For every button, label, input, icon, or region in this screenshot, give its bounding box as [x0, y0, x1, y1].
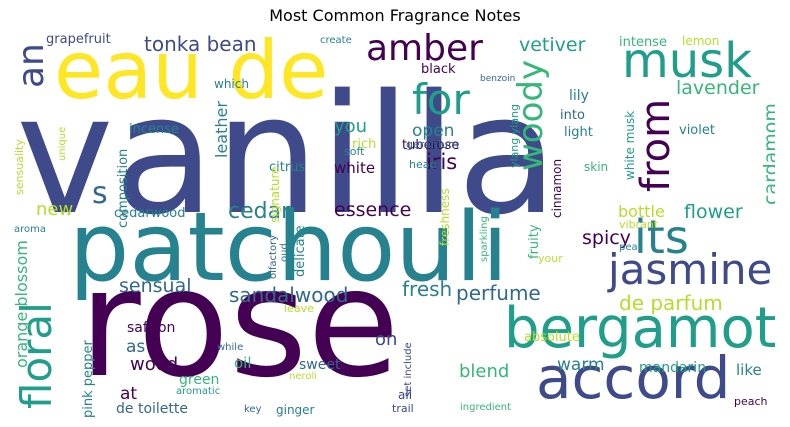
cloud-word: signature — [268, 166, 282, 223]
cloud-word: sensuality — [14, 139, 26, 196]
cloud-word: rich — [352, 137, 377, 152]
cloud-word: flower — [684, 201, 743, 223]
cloud-word: set include — [403, 342, 414, 398]
cloud-word: ylang ylang — [508, 103, 521, 169]
cloud-word: peach — [734, 395, 768, 408]
cloud-word: amber — [366, 31, 483, 69]
cloud-word: s — [92, 176, 108, 211]
cloud-word: head — [409, 158, 437, 171]
cloud-word: its — [634, 210, 689, 264]
cloud-word: fresh — [402, 277, 453, 301]
cloud-word: sweet — [299, 357, 341, 373]
cloud-word: patchouli — [69, 193, 509, 303]
cloud-word: citrus — [269, 160, 306, 175]
cloud-word: green — [179, 372, 220, 388]
cloud-word: new — [36, 199, 74, 220]
cloud-word: all — [398, 388, 413, 402]
cloud-word: sensual — [119, 275, 192, 297]
cloud-word: like — [736, 361, 762, 379]
cloud-word: tonka bean — [144, 32, 257, 56]
cloud-word: delicate — [293, 225, 308, 278]
cloud-word: jasmine — [608, 245, 773, 294]
cloud-word: cinnamon — [550, 158, 564, 218]
cloud-word: mandarin — [639, 360, 707, 376]
cloud-word: pear — [619, 242, 642, 253]
cloud-word: aroma — [14, 224, 47, 235]
cloud-word: blend — [459, 361, 510, 382]
cloud-word: create — [320, 35, 352, 46]
cloud-word: vanilla — [16, 59, 558, 251]
cloud-word: warm — [557, 355, 605, 375]
cloud-word: light — [564, 125, 593, 140]
cloud-word: cedarwood — [114, 206, 186, 221]
cloud-word: on — [375, 329, 398, 350]
cloud-word: lavender — [676, 77, 760, 99]
cloud-word: from — [633, 99, 679, 193]
cloud-word: leave — [284, 302, 314, 315]
cloud-word: lemon — [682, 34, 720, 48]
cloud-word: saffron — [127, 320, 176, 336]
cloud-word: grapefruit — [46, 32, 111, 47]
cloud-word: an — [14, 42, 52, 88]
cloud-word: neroli — [289, 371, 318, 382]
cloud-word: bergamot — [504, 296, 775, 361]
cloud-word: bottle — [618, 202, 665, 221]
cloud-word: leather — [212, 101, 231, 159]
cloud-word: de toilette — [116, 401, 188, 417]
word-cloud: vanilla rose patchouli eau de accord bergamot… — [14, 31, 775, 418]
cloud-word: olfactory — [268, 234, 279, 279]
cloud-word: cardamom — [760, 103, 775, 206]
cloud-word: incense — [129, 122, 180, 137]
cloud-word: which — [214, 77, 249, 91]
cloud-word: trail — [392, 402, 414, 415]
cloud-word: pink pepper — [81, 340, 96, 418]
cloud-word: iris — [426, 150, 458, 174]
cloud-word: lily — [569, 88, 589, 104]
cloud-word: de parfum — [619, 291, 723, 315]
cloud-word: white musk — [623, 111, 637, 181]
cloud-word: black — [421, 62, 456, 77]
cloud-word: unique — [57, 126, 68, 162]
cloud-word: musk — [622, 33, 752, 89]
cloud-word: vibrant — [619, 218, 659, 231]
cloud-word: oil — [234, 354, 252, 372]
cloud-word: aromatic — [176, 386, 221, 397]
cloud-word: wood — [130, 354, 179, 375]
cloud-word: while — [217, 342, 244, 353]
cloud-word: cedar — [228, 199, 291, 224]
cloud-word: open — [412, 121, 455, 141]
cloud-word: spicy — [582, 227, 631, 249]
cloud-word: sandalwood — [229, 283, 349, 307]
cloud-word: orange blossom — [14, 240, 31, 368]
cloud-word: essence — [334, 199, 412, 221]
cloud-word: geranium — [406, 138, 459, 151]
cloud-word: at — [120, 384, 138, 404]
cloud-word: perfume — [456, 281, 541, 305]
cloud-word: oud — [279, 242, 290, 262]
cloud-word: as — [126, 337, 146, 357]
cloud-word: white — [334, 159, 376, 177]
cloud-word: intense — [619, 35, 667, 50]
cloud-word: accord — [536, 344, 731, 412]
cloud-word: into — [560, 108, 585, 123]
cloud-word: rose — [79, 237, 400, 411]
cloud-word: ginger — [276, 403, 315, 417]
cloud-word: ingredient — [460, 402, 512, 413]
cloud-word: tuberose — [402, 138, 460, 153]
cloud-word: absolute — [524, 330, 580, 345]
cloud-word: skin — [584, 160, 609, 174]
cloud-word: violet — [679, 123, 715, 138]
chart-title: Most Common Fragrance Notes — [269, 6, 521, 25]
cloud-word: soft — [344, 145, 365, 158]
cloud-word: benzoin — [480, 74, 516, 84]
cloud-word: freshness — [438, 188, 452, 246]
cloud-word: vetiver — [519, 34, 586, 56]
cloud-word: sparkling — [479, 215, 490, 262]
cloud-word: you — [334, 116, 368, 137]
cloud-word: key — [244, 404, 262, 415]
cloud-word: your — [538, 252, 563, 265]
cloud-word: eau de — [54, 31, 329, 117]
cloud-word: for — [412, 75, 470, 124]
